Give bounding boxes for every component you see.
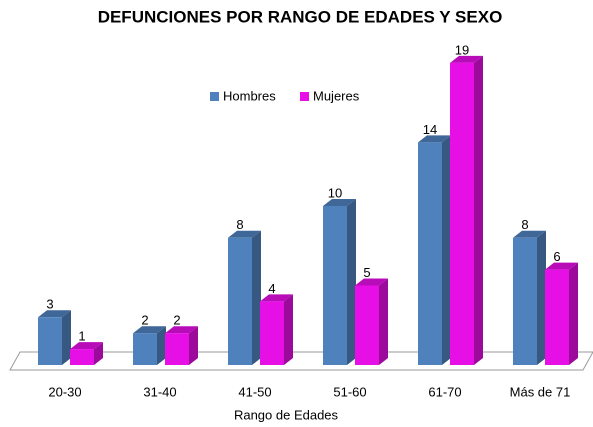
x-tick-label: 20-30 [48,384,81,399]
data-label: 5 [363,265,370,280]
bar-face [537,230,546,365]
data-label: 6 [553,249,560,264]
bar-face [70,342,103,350]
bar-face [379,278,388,365]
bar-face [284,294,293,365]
bar [38,310,71,365]
bar-face [38,317,62,365]
bar-face [133,333,157,365]
legend-label: Mujeres [313,88,360,103]
bar-face [133,326,166,334]
data-label: 3 [46,297,53,312]
bar-face [450,55,483,63]
bar-face [70,349,94,365]
bar-face [418,135,451,143]
data-label: 8 [236,217,243,232]
bar-face [323,206,347,365]
bar-face [62,310,71,365]
bar [513,230,546,365]
bar-face [94,342,103,365]
bar-face [545,269,569,365]
bar-face [513,230,546,238]
bar-face [260,294,293,302]
bar-face [355,278,388,286]
bar [165,326,198,365]
bar [545,262,578,365]
bar [418,135,451,365]
x-tick-label: 31-40 [143,384,176,399]
legend-label: Hombres [223,88,276,103]
bar [133,326,166,365]
bar [323,199,356,365]
bar-face [157,326,166,365]
legend-swatch [210,92,219,101]
bar-face [474,55,483,366]
data-label: 1 [78,329,85,344]
data-label: 14 [423,122,437,137]
data-label: 10 [328,185,342,200]
bar-face [323,199,356,206]
x-axis-label: Rango de Edades [234,407,339,422]
data-label: 8 [521,217,528,232]
bar-face [228,237,252,365]
bar-face [442,135,451,365]
data-label: 19 [455,42,469,57]
bar-face [450,62,474,366]
x-tick-label: 61-70 [428,384,461,399]
bar-face [569,262,578,365]
bar-face [189,326,198,365]
legend-swatch [300,92,309,101]
bar-face [38,310,71,318]
bar-face [355,285,379,365]
bar-face [513,237,537,365]
data-label: 2 [141,313,148,328]
bar-face [165,326,198,334]
bar [228,230,261,365]
x-tick-label: 41-50 [238,384,271,399]
bar [450,55,483,366]
x-tick-label: Más de 71 [510,384,571,399]
bar-face [165,333,189,365]
bar-face [228,230,261,238]
x-tick-label: 51-60 [333,384,366,399]
bar-face [347,199,356,365]
bar [355,278,388,365]
bar-face [260,301,284,365]
bar [260,294,293,365]
data-label: 2 [173,313,180,328]
data-label: 4 [268,281,275,296]
bar-face [252,230,261,365]
bar [70,342,103,365]
bar-face [545,262,578,270]
chart-title: DEFUNCIONES POR RANGO DE EDADES Y SEXO [98,7,503,26]
bar-face [418,142,442,365]
